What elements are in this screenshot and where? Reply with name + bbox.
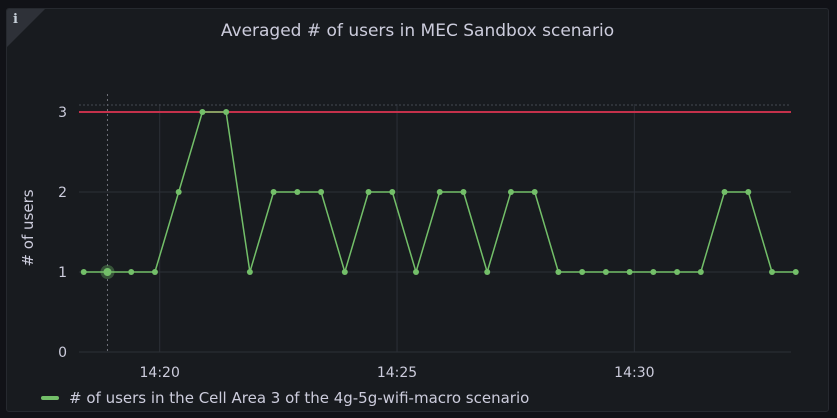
data-point: [460, 189, 467, 195]
data-point: [270, 189, 277, 195]
data-point: [128, 269, 135, 275]
data-point: [531, 189, 538, 195]
data-point: [413, 269, 420, 275]
data-point: [80, 269, 87, 275]
info-icon[interactable]: i: [13, 12, 18, 27]
data-point: [389, 189, 396, 195]
line-chart: 0 1 2 3 14:20 14:25 14:30 # of users: [19, 94, 799, 381]
data-point: [151, 269, 158, 275]
data-point: [484, 269, 491, 275]
data-point: [626, 269, 633, 275]
data-point: [769, 269, 776, 275]
data-point: [674, 269, 681, 275]
x-tick-label: 14:20: [140, 365, 180, 381]
y-tick-label: 1: [58, 265, 67, 281]
data-point: [223, 109, 230, 115]
data-point: [555, 269, 562, 275]
data-point: [602, 269, 609, 275]
data-point: [650, 269, 657, 275]
data-point: [341, 269, 348, 275]
data-point: [199, 109, 206, 115]
data-point: [745, 189, 752, 195]
data-point: [436, 189, 443, 195]
panel-title: Averaged # of users in MEC Sandbox scena…: [220, 21, 615, 41]
y-axis-label: # of users: [19, 189, 37, 266]
y-tick-label: 0: [58, 345, 67, 361]
data-point: [365, 189, 372, 195]
data-point: [294, 189, 301, 195]
x-tick-label: 14:30: [614, 365, 654, 381]
data-point: [246, 269, 253, 275]
info-corner: [7, 9, 45, 47]
x-tick-label: 14:25: [377, 365, 417, 381]
data-point: [579, 269, 586, 275]
legend-swatch: [41, 396, 59, 400]
y-tick-label: 2: [58, 185, 67, 201]
data-point: [721, 189, 728, 195]
legend-label: # of users in the Cell Area 3 of the 4g-…: [69, 389, 530, 407]
data-point: [792, 269, 799, 275]
hover-point: [103, 268, 112, 276]
y-tick-label: 3: [58, 105, 67, 121]
data-point: [697, 269, 704, 275]
data-point: [318, 189, 325, 195]
chart-panel: i Averaged # of users in MEC Sandbox sce…: [6, 8, 829, 412]
data-point: [507, 189, 514, 195]
data-point: [175, 189, 182, 195]
legend[interactable]: # of users in the Cell Area 3 of the 4g-…: [41, 389, 529, 407]
